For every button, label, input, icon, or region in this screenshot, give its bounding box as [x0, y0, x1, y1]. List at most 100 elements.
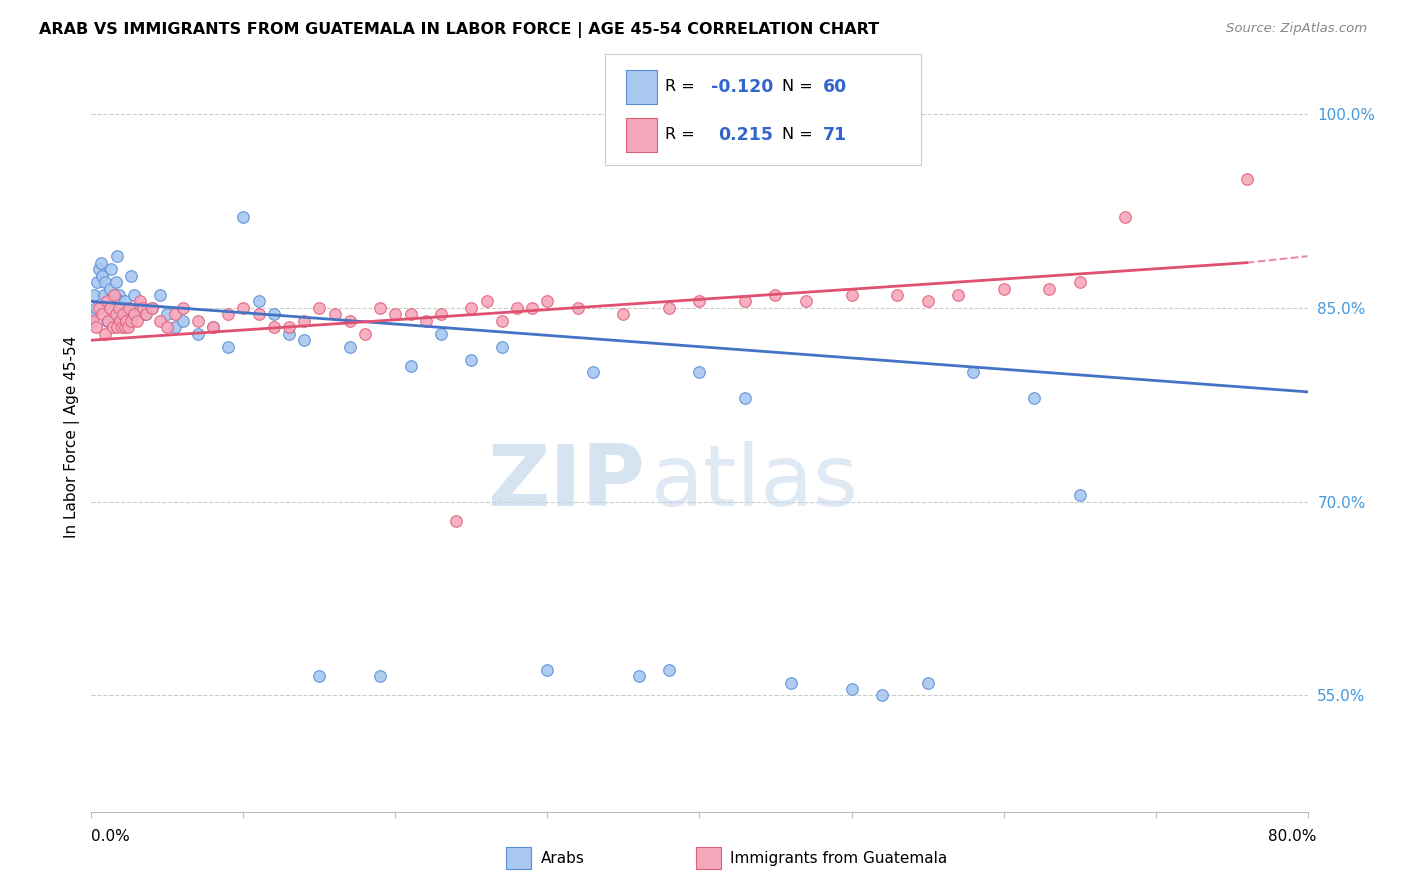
Point [125, 314, 148, 328]
Point [506, 301, 529, 315]
Point [886, 288, 908, 302]
Text: N =: N = [782, 128, 818, 143]
Point [946, 288, 969, 302]
Point [87, 301, 110, 315]
Point [794, 294, 817, 309]
Point [125, 301, 148, 315]
Point [91, 307, 114, 321]
Point [232, 211, 254, 225]
Point [97, 314, 120, 328]
Text: 80.0%: 80.0% [1268, 830, 1316, 844]
Point [129, 294, 152, 309]
Point [247, 294, 270, 309]
Point [368, 669, 391, 683]
Point [339, 314, 361, 328]
Point [292, 314, 315, 328]
Text: ZIP: ZIP [486, 441, 645, 524]
Point [100, 262, 122, 277]
Point [688, 366, 710, 380]
Point [156, 307, 179, 321]
Point [658, 301, 681, 315]
Point [536, 294, 558, 309]
Point [91, 268, 114, 283]
Point [491, 340, 513, 354]
Point [114, 320, 136, 334]
Point [734, 294, 756, 309]
Point [278, 326, 301, 341]
Point [141, 301, 163, 315]
Point [89, 255, 111, 269]
Point [104, 275, 127, 289]
Point [122, 307, 145, 321]
Point [1069, 275, 1091, 289]
Point [384, 307, 406, 321]
Point [120, 268, 142, 283]
Point [117, 314, 139, 328]
Point [86, 275, 108, 289]
Point [962, 366, 984, 380]
Point [105, 320, 128, 334]
Point [430, 307, 453, 321]
Point [399, 359, 422, 373]
Point [399, 307, 422, 321]
Point [323, 307, 346, 321]
Point [163, 320, 186, 334]
Point [917, 675, 939, 690]
Point [111, 307, 134, 321]
Point [112, 307, 135, 321]
Point [172, 301, 194, 315]
Point [567, 301, 589, 315]
Point [430, 326, 453, 341]
Text: 0.215: 0.215 [718, 126, 773, 144]
Point [103, 314, 125, 328]
Point [308, 669, 330, 683]
Point [263, 320, 285, 334]
Point [118, 301, 141, 315]
Point [141, 301, 163, 315]
Point [94, 326, 117, 341]
Text: Source: ZipAtlas.com: Source: ZipAtlas.com [1226, 22, 1367, 36]
Point [870, 689, 893, 703]
Point [107, 288, 129, 302]
Point [111, 320, 134, 334]
Point [101, 301, 124, 315]
Point [149, 314, 172, 328]
Point [187, 314, 209, 328]
Point [460, 301, 482, 315]
Point [120, 314, 142, 328]
Point [263, 307, 285, 321]
Point [93, 288, 115, 302]
Point [187, 326, 209, 341]
Point [460, 352, 482, 367]
Text: 60: 60 [823, 78, 846, 95]
Point [612, 307, 634, 321]
Text: N =: N = [782, 79, 818, 95]
Text: atlas: atlas [651, 441, 859, 524]
Point [308, 301, 330, 315]
Point [1022, 392, 1045, 406]
Point [354, 326, 377, 341]
Y-axis label: In Labor Force | Age 45-54: In Labor Force | Age 45-54 [65, 336, 80, 538]
Point [96, 314, 118, 328]
Text: R =: R = [665, 79, 700, 95]
Point [475, 294, 498, 309]
Point [132, 301, 155, 315]
Text: 71: 71 [823, 126, 846, 144]
Point [993, 281, 1015, 295]
Point [444, 514, 467, 528]
Point [135, 307, 157, 321]
Text: 0.0%: 0.0% [91, 830, 131, 844]
Point [84, 320, 107, 334]
Point [112, 301, 135, 315]
Point [202, 320, 225, 334]
Point [536, 663, 558, 677]
Point [765, 288, 787, 302]
Point [247, 307, 270, 321]
Point [582, 366, 605, 380]
Point [98, 281, 121, 295]
Point [117, 320, 139, 334]
Point [688, 294, 710, 309]
Point [110, 314, 132, 328]
Point [841, 681, 863, 696]
Point [734, 392, 756, 406]
